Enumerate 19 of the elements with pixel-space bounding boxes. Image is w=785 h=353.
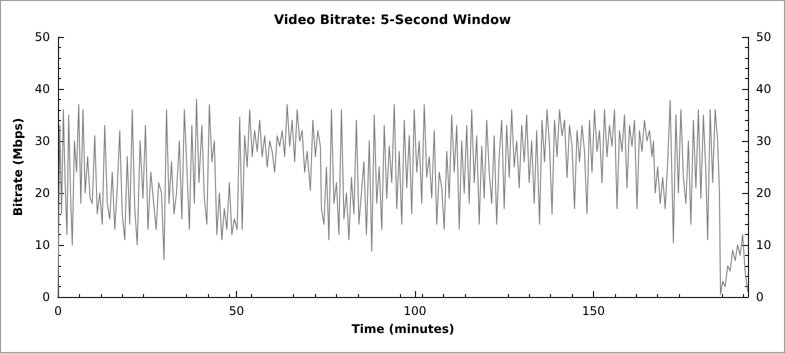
y-tick-label: 50 — [34, 30, 50, 44]
y2-tick-label: 40 — [756, 82, 772, 96]
chart-title: Video Bitrate: 5-Second Window — [274, 13, 512, 28]
x-tick-label: 50 — [228, 304, 244, 318]
y2-tick-label: 10 — [756, 238, 772, 252]
y-tick-label: 10 — [34, 238, 50, 252]
x-tick-label: 0 — [54, 304, 62, 318]
y-tick-label: 0 — [42, 290, 50, 304]
y2-tick-label: 50 — [756, 30, 772, 44]
y2-tick-label: 0 — [756, 290, 764, 304]
x-tick-label: 150 — [582, 304, 605, 318]
x-tick-label: 100 — [404, 304, 426, 318]
y-tick-label: 40 — [34, 82, 50, 96]
y-tick-label: 20 — [34, 186, 50, 200]
y-tick-label: 30 — [34, 134, 50, 148]
y2-tick-label: 30 — [756, 134, 772, 148]
y-axis-title: Bitrate (Mbps) — [10, 118, 25, 216]
x-axis-title: Time (minutes) — [352, 322, 454, 336]
y2-tick-label: 20 — [756, 186, 772, 200]
